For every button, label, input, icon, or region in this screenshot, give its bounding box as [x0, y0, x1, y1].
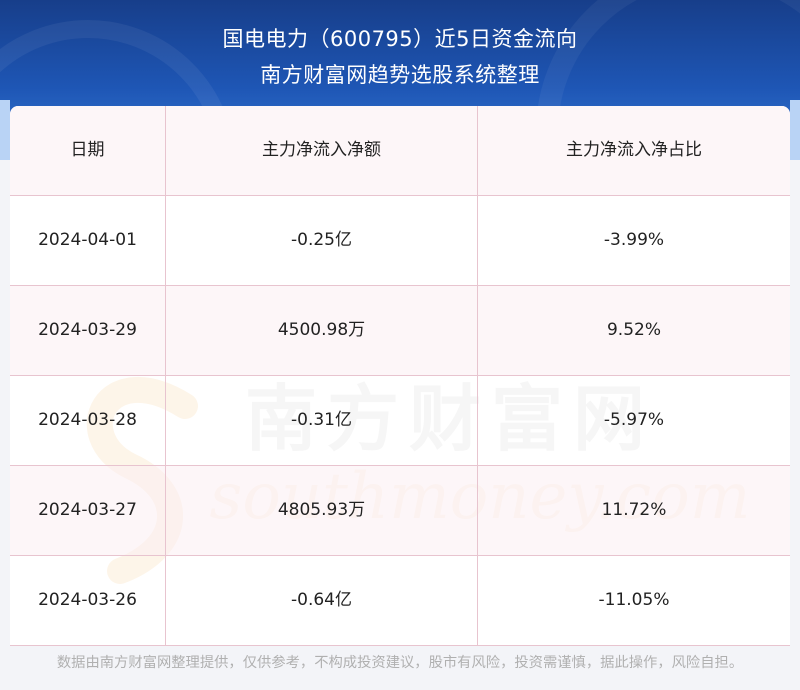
column-divider	[165, 106, 166, 646]
net-inflow-cell: -0.25亿	[291, 230, 352, 250]
date-cell: 2024-03-29	[38, 320, 137, 340]
table-row: 2024-03-26 -0.64亿 -11.05%	[10, 556, 790, 646]
date-cell: 2024-04-01	[38, 230, 137, 250]
table-row: 2024-03-29 4500.98万 9.52%	[10, 286, 790, 376]
date-cell: 2024-03-27	[38, 500, 137, 520]
net-inflow-ratio-cell: 11.72%	[601, 500, 667, 520]
chart-title: 国电电力（600795）近5日资金流向	[222, 27, 578, 51]
net-inflow-ratio-cell: 9.52%	[606, 320, 661, 340]
table-row: 2024-03-28 -0.31亿 -5.97%	[10, 376, 790, 466]
column-divider	[477, 106, 478, 646]
table-header-row: 日期 主力净流入净额 主力净流入净占比	[10, 106, 790, 196]
data-table-card: 2024-03-26 -0.64亿 -11.05% 2024-03-27 4805.93…	[10, 106, 790, 646]
chart-subtitle: 南方财富网趋势选股系统整理	[260, 63, 540, 87]
net-inflow-ratio-cell: -3.99%	[603, 230, 665, 250]
net-inflow-cell: -0.64亿	[291, 590, 352, 610]
table-row: 2024-04-01 -0.25亿 -3.99%	[10, 196, 790, 286]
net-inflow-cell: -0.31亿	[291, 410, 352, 430]
net-inflow-cell: 4805.93万	[277, 500, 366, 520]
column-header: 主力净流入净额	[262, 140, 381, 160]
net-inflow-ratio-cell: -5.97%	[603, 410, 665, 430]
date-cell: 2024-03-28	[38, 410, 137, 430]
right-accent-strip	[790, 100, 800, 160]
data-table: 2024-03-26 -0.64亿 -11.05% 2024-03-27 4805.93…	[10, 106, 790, 646]
column-header: 日期	[70, 140, 105, 160]
column-header: 主力净流入净占比	[566, 140, 702, 160]
disclaimer: 数据由南方财富网整理提供，仅供参考，不构成投资建议，股市有风险，投资需谨慎，据此…	[0, 646, 800, 690]
net-inflow-ratio-cell: -11.05%	[598, 590, 670, 610]
net-inflow-cell: 4500.98万	[277, 320, 366, 340]
table-row: 2024-03-27 4805.93万 11.72%	[10, 466, 790, 556]
left-accent-strip	[0, 100, 10, 160]
date-cell: 2024-03-26	[38, 590, 137, 610]
